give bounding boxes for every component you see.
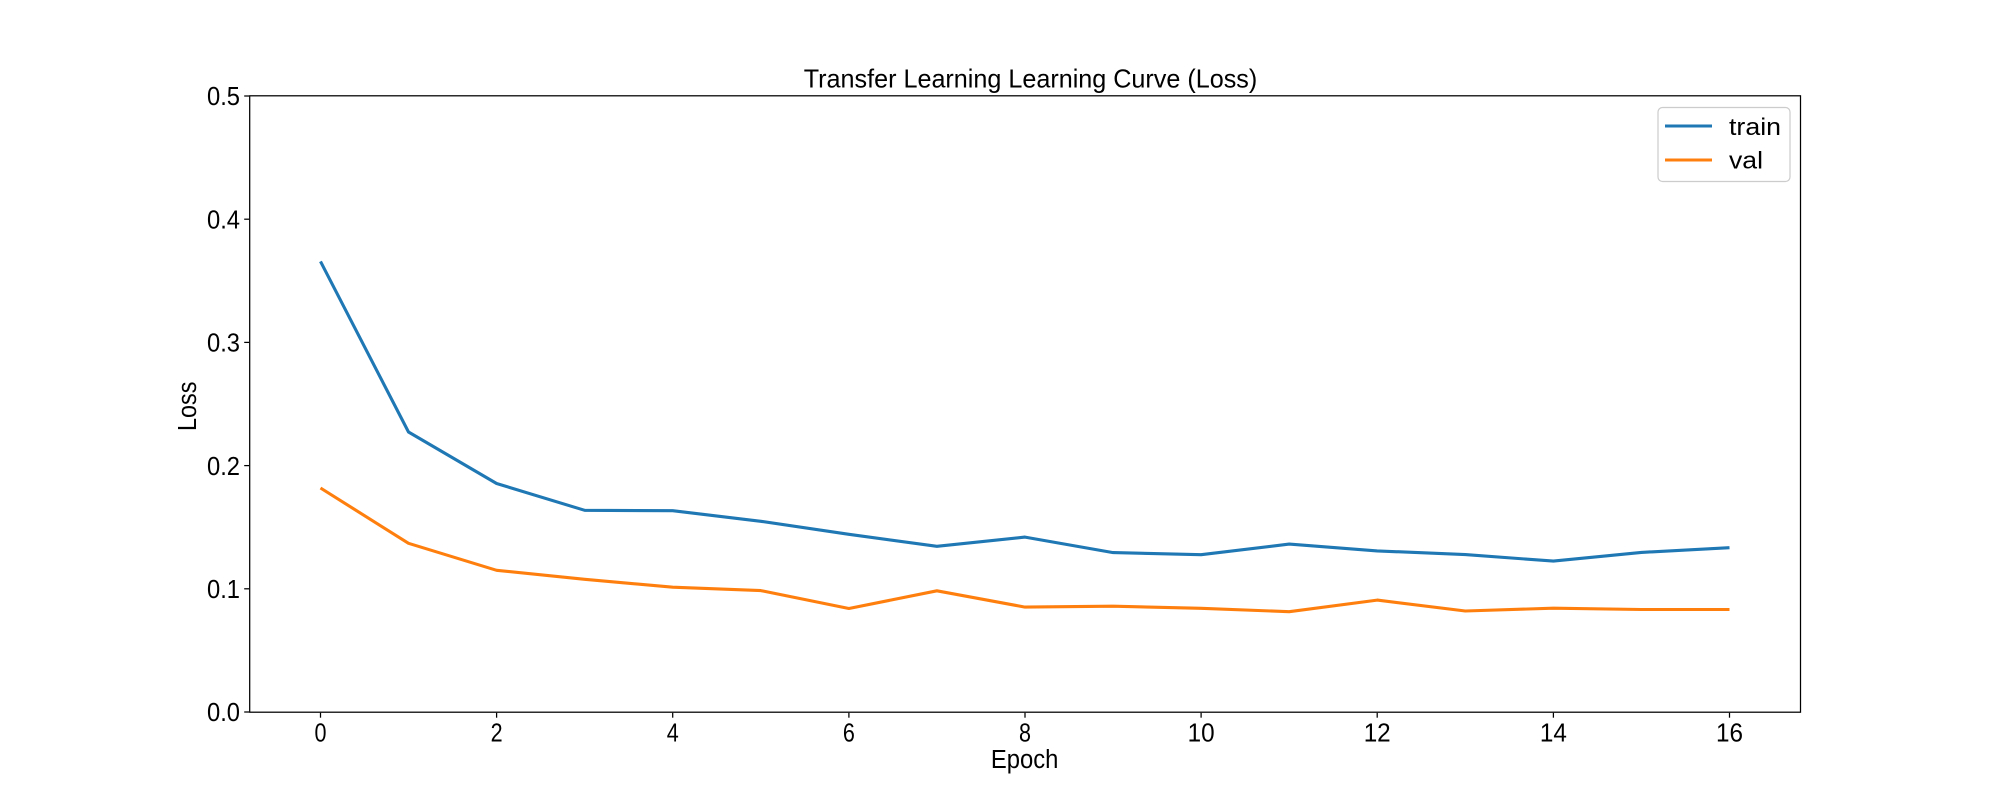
svg-text:train: train <box>1729 114 1781 141</box>
svg-text:0.4: 0.4 <box>207 204 240 234</box>
svg-text:16: 16 <box>1716 717 1743 747</box>
svg-text:0: 0 <box>315 717 327 747</box>
svg-text:0.5: 0.5 <box>207 81 240 111</box>
svg-text:val: val <box>1729 147 1763 174</box>
svg-text:4: 4 <box>667 717 679 747</box>
svg-text:Loss: Loss <box>172 382 202 432</box>
svg-text:2: 2 <box>491 717 503 747</box>
svg-text:12: 12 <box>1364 717 1391 747</box>
svg-text:Transfer Learning Learning Cur: Transfer Learning Learning Curve (Loss) <box>804 66 1258 94</box>
svg-text:6: 6 <box>843 717 855 747</box>
svg-text:8: 8 <box>1019 717 1031 747</box>
svg-text:0.0: 0.0 <box>207 697 240 727</box>
svg-text:Epoch: Epoch <box>991 744 1059 774</box>
svg-text:0.1: 0.1 <box>207 574 240 604</box>
svg-text:0.2: 0.2 <box>207 451 240 481</box>
svg-text:10: 10 <box>1188 717 1215 747</box>
svg-text:14: 14 <box>1540 717 1567 747</box>
svg-text:0.3: 0.3 <box>207 328 240 358</box>
